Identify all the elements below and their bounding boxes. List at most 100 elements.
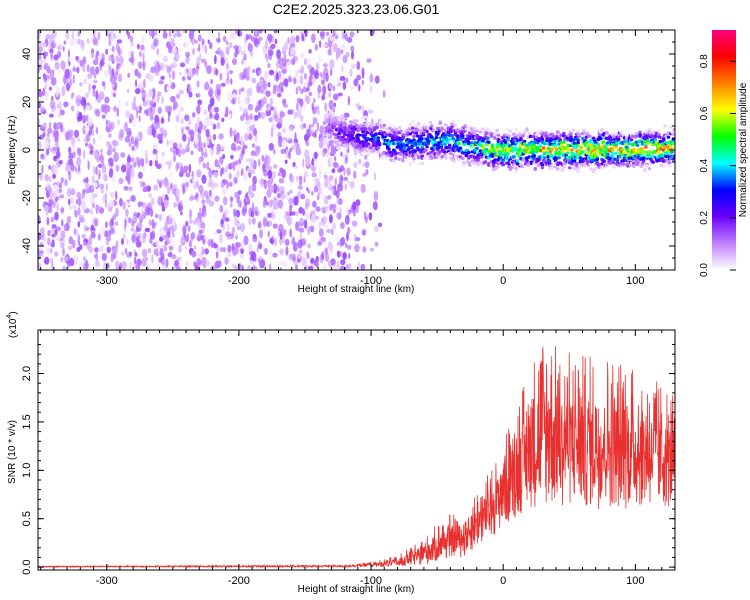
noise-cell bbox=[115, 190, 118, 201]
signal-cell bbox=[485, 143, 490, 147]
snr-series-line bbox=[38, 346, 675, 569]
signal-cell bbox=[614, 144, 618, 149]
noise-cell bbox=[190, 136, 195, 142]
signal-cell bbox=[490, 154, 495, 158]
noise-cell bbox=[48, 86, 53, 91]
noise-cell bbox=[335, 198, 339, 205]
signal-cell bbox=[667, 152, 672, 156]
noise-cell bbox=[266, 55, 269, 63]
noise-cell bbox=[252, 175, 257, 185]
noise-cell bbox=[246, 167, 252, 173]
signal-cell bbox=[662, 164, 666, 168]
noise-cell bbox=[270, 176, 274, 184]
signal-cell bbox=[615, 157, 620, 161]
noise-cell bbox=[98, 246, 104, 251]
noise-cell bbox=[175, 115, 180, 123]
noise-cell bbox=[144, 149, 149, 160]
signal-cell bbox=[425, 145, 429, 149]
noise-cell bbox=[46, 217, 50, 226]
noise-cell bbox=[118, 177, 124, 185]
noise-cell bbox=[224, 57, 228, 63]
noise-cell bbox=[172, 47, 178, 53]
signal-cell bbox=[600, 149, 604, 153]
noise-cell bbox=[252, 265, 258, 270]
noise-cell bbox=[289, 147, 293, 152]
signal-cell bbox=[483, 160, 488, 164]
signal-cell bbox=[402, 146, 407, 150]
signal-cell bbox=[432, 126, 437, 130]
noise-cell bbox=[260, 226, 265, 232]
noise-cell bbox=[283, 62, 287, 67]
noise-cell bbox=[314, 178, 320, 183]
noise-cell bbox=[127, 88, 130, 94]
noise-cell bbox=[326, 229, 332, 233]
noise-cell bbox=[176, 53, 180, 61]
noise-cell bbox=[84, 220, 88, 229]
noise-cell bbox=[66, 130, 72, 141]
noise-cell bbox=[155, 143, 159, 149]
noise-cell bbox=[107, 143, 112, 153]
noise-cell bbox=[312, 117, 318, 125]
noise-cell bbox=[125, 175, 130, 181]
signal-cell bbox=[514, 127, 519, 131]
noise-cell bbox=[227, 244, 232, 253]
signal-cell bbox=[501, 163, 506, 167]
signal-cell bbox=[424, 125, 428, 129]
signal-cell bbox=[325, 141, 330, 145]
signal-cell bbox=[604, 162, 609, 166]
noise-cell bbox=[82, 63, 86, 73]
signal-cell bbox=[568, 166, 572, 170]
noise-cell bbox=[83, 149, 86, 159]
noise-cell bbox=[163, 199, 168, 209]
signal-cell bbox=[641, 160, 646, 164]
noise-cell bbox=[342, 81, 347, 90]
noise-cell bbox=[68, 245, 73, 251]
signal-cell bbox=[414, 131, 419, 135]
noise-cell bbox=[70, 105, 75, 112]
noise-cell bbox=[148, 192, 152, 199]
noise-cell bbox=[300, 115, 304, 122]
noise-cell bbox=[230, 78, 233, 85]
signal-cell bbox=[490, 143, 495, 147]
noise-cell bbox=[340, 49, 344, 54]
noise-cell bbox=[150, 99, 154, 109]
signal-cell bbox=[351, 143, 356, 147]
noise-cell bbox=[137, 72, 142, 79]
noise-cell bbox=[250, 113, 253, 121]
noise-cell bbox=[142, 52, 145, 63]
noise-cell bbox=[133, 161, 137, 168]
noise-cell bbox=[105, 48, 109, 55]
noise-cell bbox=[268, 109, 272, 115]
noise-cell bbox=[141, 248, 148, 258]
noise-cell bbox=[128, 186, 133, 192]
noise-cell bbox=[118, 46, 121, 56]
noise-cell bbox=[309, 225, 315, 233]
signal-cell bbox=[415, 134, 420, 138]
noise-cell bbox=[245, 119, 251, 126]
noise-cell bbox=[258, 70, 261, 75]
noise-cell bbox=[247, 243, 253, 252]
noise-cell bbox=[141, 257, 146, 267]
signal-cell bbox=[672, 128, 675, 132]
signal-cell bbox=[480, 158, 484, 162]
noise-cell bbox=[45, 141, 49, 149]
noise-cell bbox=[342, 252, 347, 260]
noise-cell bbox=[191, 112, 196, 118]
noise-cell bbox=[187, 232, 189, 242]
noise-cell bbox=[93, 73, 97, 79]
noise-cell bbox=[263, 45, 266, 55]
noise-cell bbox=[267, 230, 271, 238]
noise-cell bbox=[128, 200, 133, 206]
signal-cell bbox=[463, 124, 467, 128]
noise-cell bbox=[54, 211, 59, 221]
noise-cell bbox=[300, 193, 306, 200]
noise-cell bbox=[171, 254, 177, 260]
noise-cell bbox=[118, 55, 124, 66]
signal-cell bbox=[369, 146, 374, 150]
noise-cell bbox=[47, 229, 51, 237]
signal-cell bbox=[585, 159, 590, 163]
noise-cell bbox=[51, 224, 57, 229]
noise-cell bbox=[41, 42, 47, 48]
noise-cell bbox=[49, 191, 53, 201]
noise-cell bbox=[289, 46, 295, 56]
